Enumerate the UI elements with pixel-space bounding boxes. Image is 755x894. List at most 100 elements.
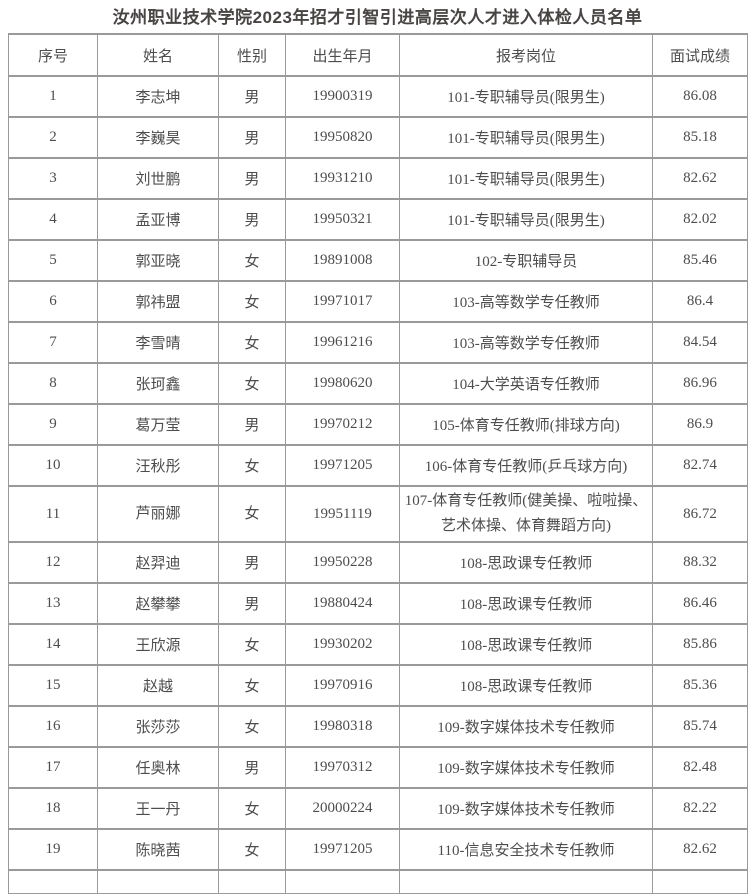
cell-name: 王欣源: [97, 623, 219, 666]
cell-birth: 19971205: [285, 828, 400, 871]
cell-score: 86.4: [652, 280, 748, 323]
cell-no: [8, 869, 98, 894]
cell-name: 李志坤: [97, 75, 219, 118]
cell-position: 108-思政课专任教师: [399, 541, 653, 584]
cell-gender: 女: [218, 705, 286, 748]
table-row: 7 李雪晴女 19961216 103-高等数学专任教师 84.54: [8, 321, 748, 364]
cell-position: 101-专职辅导员(限男生): [399, 157, 653, 200]
cell-score: 86.96: [652, 362, 748, 405]
cell-gender: 女: [218, 787, 286, 830]
table-row: 12 赵羿迪男 19950228 108-思政课专任教师 88.32: [8, 541, 748, 584]
cell-name: 刘世鹏: [97, 157, 219, 200]
table-row: 18 王一丹女 20000224 109-数字媒体技术专任教师 82.22: [8, 787, 748, 830]
cell-score: 86.46: [652, 582, 748, 625]
table-row: 14 王欣源女 19930202 108-思政课专任教师 85.86: [8, 623, 748, 666]
cell-gender: 女: [218, 485, 286, 543]
cell-score: 86.9: [652, 403, 748, 446]
cell-score: 82.74: [652, 444, 748, 487]
cell-gender: 男: [218, 116, 286, 159]
cell-gender: 女: [218, 362, 286, 405]
cell-score: [652, 869, 748, 894]
table-row: 15 赵越女 19970916 108-思政课专任教师 85.36: [8, 664, 748, 707]
cell-birth: 19980318: [285, 705, 400, 748]
cell-score: 84.54: [652, 321, 748, 364]
cell-gender: 男: [218, 75, 286, 118]
cell-gender: 女: [218, 664, 286, 707]
header-cell-no: 序号: [8, 33, 98, 77]
table-row: 2 李巍昊男 19950820 101-专职辅导员(限男生) 85.18: [8, 116, 748, 159]
cell-birth: 19970916: [285, 664, 400, 707]
cell-position: 104-大学英语专任教师: [399, 362, 653, 405]
cell-position: 109-数字媒体技术专任教师: [399, 705, 653, 748]
cell-birth: 19970312: [285, 746, 400, 789]
cell-no: 4: [8, 198, 98, 241]
cell-name: 芦丽娜: [97, 485, 219, 543]
table-row: 4 孟亚博男 19950321 101-专职辅导员(限男生) 82.02: [8, 198, 748, 241]
table-row-partial: [8, 869, 748, 894]
cell-position: 107-体育专任教师(健美操、啦啦操、艺术体操、体育舞蹈方向): [399, 485, 653, 543]
cell-no: 16: [8, 705, 98, 748]
cell-name: 赵攀攀: [97, 582, 219, 625]
cell-no: 9: [8, 403, 98, 446]
cell-birth: 19891008: [285, 239, 400, 282]
cell-name: 郭祎盟: [97, 280, 219, 323]
cell-position: 109-数字媒体技术专任教师: [399, 746, 653, 789]
table-row: 6 郭祎盟女 19971017 103-高等数学专任教师 86.4: [8, 280, 748, 323]
cell-name: 赵越: [97, 664, 219, 707]
cell-position: 105-体育专任教师(排球方向): [399, 403, 653, 446]
cell-gender: 男: [218, 157, 286, 200]
table-row: 3 刘世鹏男 19931210 101-专职辅导员(限男生) 82.62: [8, 157, 748, 200]
cell-no: 3: [8, 157, 98, 200]
cell-name: 王一丹: [97, 787, 219, 830]
cell-no: 17: [8, 746, 98, 789]
cell-no: 18: [8, 787, 98, 830]
cell-position: 102-专职辅导员: [399, 239, 653, 282]
cell-birth: 19950321: [285, 198, 400, 241]
cell-birth: [285, 869, 400, 894]
cell-no: 8: [8, 362, 98, 405]
cell-gender: 女: [218, 321, 286, 364]
cell-birth: 19971205: [285, 444, 400, 487]
cell-gender: [218, 869, 286, 894]
cell-score: 85.74: [652, 705, 748, 748]
cell-gender: 男: [218, 541, 286, 584]
cell-no: 15: [8, 664, 98, 707]
cell-name: 任奥林: [97, 746, 219, 789]
cell-birth: 19980620: [285, 362, 400, 405]
cell-birth: 19880424: [285, 582, 400, 625]
cell-no: 1: [8, 75, 98, 118]
cell-position: [399, 869, 653, 894]
table-row: 11 芦丽娜女 19951119 107-体育专任教师(健美操、啦啦操、艺术体操、体育…: [8, 485, 748, 543]
page-title: 汝州职业技术学院2023年招才引智引进高层次人才进入体检人员名单: [112, 8, 643, 27]
table-row: 13 赵攀攀男 19880424 108-思政课专任教师 86.46: [8, 582, 748, 625]
cell-score: 82.62: [652, 157, 748, 200]
cell-birth: 19930202: [285, 623, 400, 666]
cell-score: 82.62: [652, 828, 748, 871]
cell-score: 86.08: [652, 75, 748, 118]
cell-birth: 19951119: [285, 485, 400, 543]
cell-position: 110-信息安全技术专任教师: [399, 828, 653, 871]
table-row: 5 郭亚晓女 19891008 102-专职辅导员 85.46: [8, 239, 748, 282]
cell-score: 82.48: [652, 746, 748, 789]
cell-score: 86.72: [652, 485, 748, 543]
cell-position: 103-高等数学专任教师: [399, 321, 653, 364]
header-cell-score: 面试成绩: [652, 33, 748, 77]
table-row: 8 张珂鑫女 19980620 104-大学英语专任教师 86.96: [8, 362, 748, 405]
cell-position: 101-专职辅导员(限男生): [399, 75, 653, 118]
cell-name: 李巍昊: [97, 116, 219, 159]
header-cell-birth: 出生年月: [285, 33, 400, 77]
table-row: 19 陈晓茜女 19971205 110-信息安全技术专任教师 82.62: [8, 828, 748, 871]
cell-gender: 男: [218, 582, 286, 625]
cell-gender: 女: [218, 280, 286, 323]
cell-gender: 女: [218, 444, 286, 487]
cell-position: 101-专职辅导员(限男生): [399, 116, 653, 159]
cell-name: 赵羿迪: [97, 541, 219, 584]
header-cell-name: 姓名: [97, 33, 219, 77]
cell-no: 19: [8, 828, 98, 871]
cell-gender: 男: [218, 403, 286, 446]
cell-score: 82.22: [652, 787, 748, 830]
table-row: 16 张莎莎女 19980318 109-数字媒体技术专任教师 85.74: [8, 705, 748, 748]
cell-name: 郭亚晓: [97, 239, 219, 282]
table-row: 1 李志坤男 19900319 101-专职辅导员(限男生) 86.08: [8, 75, 748, 118]
cell-name: 陈晓茜: [97, 828, 219, 871]
